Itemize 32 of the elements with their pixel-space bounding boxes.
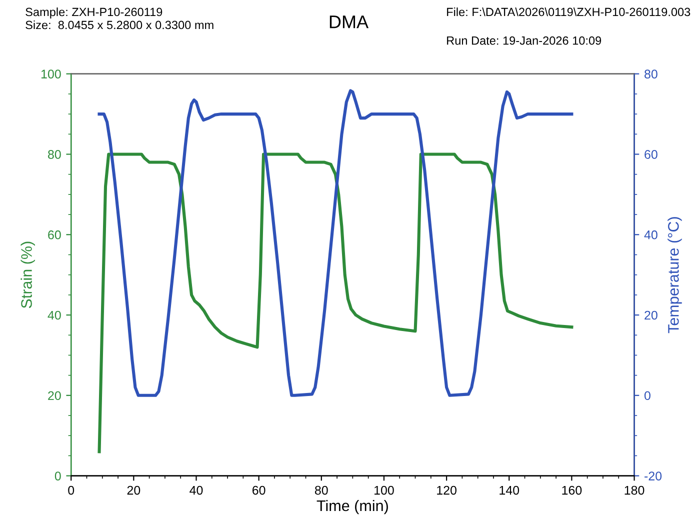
text: Sample: ZXH-P10-260119 <box>26 8 162 18</box>
x-tick-label: 140 <box>500 486 520 495</box>
x-tick-label: 180 <box>624 486 644 495</box>
x-tick-label: 0 <box>68 486 74 495</box>
text: File: F:\DATA\2026\0119\ZXH-P10-260119.003 <box>447 8 690 16</box>
text: Run Date: 19-Jan-2026 10:09 <box>447 36 602 45</box>
x-tick-label: 100 <box>374 486 394 495</box>
text: Size: 8.0455 x 5.2800 x 0.3300 mm <box>26 20 214 30</box>
y-axis-title: Strain (%) <box>20 242 35 308</box>
y-tick-label: 40 <box>48 310 61 320</box>
x-tick-label: 40 <box>190 486 203 495</box>
y2-tick-label: 60 <box>644 150 658 159</box>
y-tick-label: 20 <box>48 391 61 400</box>
line-series <box>98 89 574 397</box>
y2-tick-label: -20 <box>644 472 662 480</box>
x-tick-label: 60 <box>252 486 266 495</box>
x-axis-title: Time (min) <box>316 500 388 514</box>
y2-tick-label: 20 <box>644 310 658 320</box>
x-tick-label: 20 <box>127 486 140 495</box>
x-tick-label: 80 <box>314 486 328 495</box>
y2-tick-label: 80 <box>644 70 658 78</box>
y2-tick-label: 40 <box>644 230 658 240</box>
x-tick-label: 120 <box>437 486 456 495</box>
y-tick-label: 80 <box>48 150 61 159</box>
y-tick-label: 60 <box>48 230 61 240</box>
y2-tick-label: 0 <box>644 391 650 400</box>
y-tick-label: 100 <box>41 70 61 78</box>
chart-title: DMA <box>330 16 369 28</box>
y2-axis-title: Temperature (°C) <box>668 217 682 334</box>
y-tick-label: 0 <box>54 472 61 480</box>
x-tick-label: 160 <box>562 486 582 495</box>
line-series <box>98 152 574 454</box>
